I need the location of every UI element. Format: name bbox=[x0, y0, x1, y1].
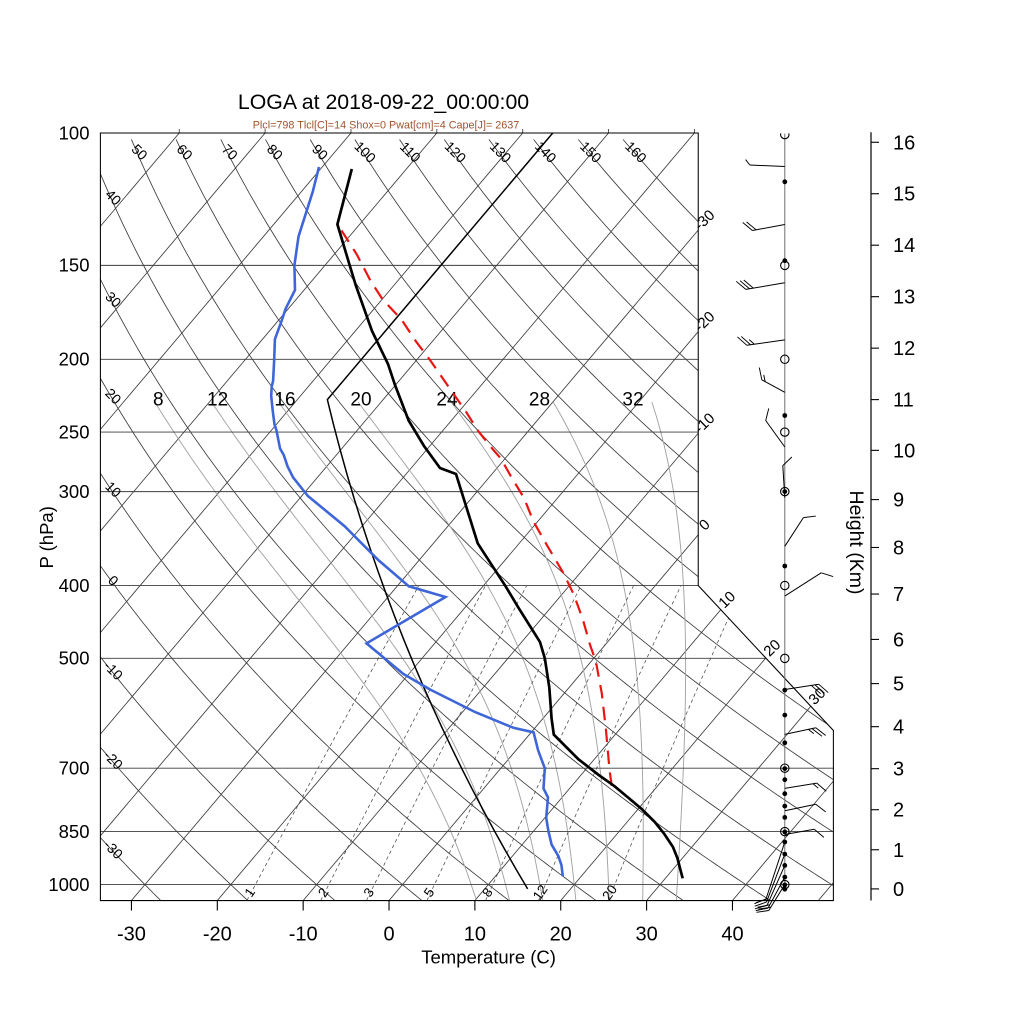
svg-text:LOGA at 2018-09-22_00:00:00: LOGA at 2018-09-22_00:00:00 bbox=[238, 90, 529, 114]
svg-text:24: 24 bbox=[436, 390, 458, 411]
svg-text:11: 11 bbox=[893, 390, 914, 412]
svg-text:700: 700 bbox=[59, 758, 90, 779]
svg-text:3: 3 bbox=[893, 759, 904, 781]
svg-text:12: 12 bbox=[207, 390, 228, 411]
svg-text:2: 2 bbox=[893, 800, 904, 822]
svg-text:250: 250 bbox=[59, 421, 90, 442]
svg-text:12: 12 bbox=[893, 338, 915, 360]
svg-text:500: 500 bbox=[59, 648, 90, 669]
svg-text:100: 100 bbox=[59, 122, 90, 143]
svg-text:32: 32 bbox=[622, 390, 643, 411]
svg-text:20: 20 bbox=[550, 924, 572, 946]
svg-text:0: 0 bbox=[893, 879, 904, 901]
svg-text:850: 850 bbox=[59, 821, 90, 842]
svg-text:150: 150 bbox=[59, 255, 90, 276]
svg-text:8: 8 bbox=[893, 538, 904, 560]
svg-text:5: 5 bbox=[893, 674, 904, 696]
svg-text:Plcl=798 Tlcl[C]=14 Shox=0 Pwa: Plcl=798 Tlcl[C]=14 Shox=0 Pwat[cm]=4 Ca… bbox=[253, 120, 520, 132]
svg-text:8: 8 bbox=[153, 390, 164, 411]
svg-text:-10: -10 bbox=[289, 924, 318, 946]
svg-text:28: 28 bbox=[529, 390, 550, 411]
svg-text:Temperature (C): Temperature (C) bbox=[421, 947, 556, 968]
svg-text:Height (Km): Height (Km) bbox=[845, 490, 867, 594]
svg-text:P (hPa): P (hPa) bbox=[36, 506, 57, 568]
svg-text:400: 400 bbox=[59, 575, 90, 596]
svg-text:14: 14 bbox=[893, 235, 915, 257]
svg-text:4: 4 bbox=[893, 717, 904, 739]
svg-text:15: 15 bbox=[893, 184, 915, 206]
svg-text:10: 10 bbox=[893, 440, 915, 462]
svg-text:6: 6 bbox=[893, 629, 904, 651]
svg-text:0: 0 bbox=[383, 924, 394, 946]
svg-text:200: 200 bbox=[59, 349, 90, 370]
svg-text:20: 20 bbox=[599, 882, 620, 903]
svg-text:9: 9 bbox=[893, 490, 904, 512]
svg-text:-30: -30 bbox=[117, 924, 146, 946]
svg-text:300: 300 bbox=[59, 481, 90, 502]
svg-text:13: 13 bbox=[893, 287, 915, 309]
svg-text:-20: -20 bbox=[203, 924, 232, 946]
svg-text:20: 20 bbox=[350, 390, 371, 411]
svg-text:16: 16 bbox=[893, 132, 915, 154]
svg-text:7: 7 bbox=[893, 584, 904, 606]
svg-text:30: 30 bbox=[635, 924, 657, 946]
svg-text:12: 12 bbox=[530, 882, 551, 903]
svg-text:40: 40 bbox=[721, 924, 743, 946]
svg-text:1000: 1000 bbox=[48, 874, 89, 895]
svg-text:10: 10 bbox=[464, 924, 486, 946]
svg-text:1: 1 bbox=[893, 840, 904, 862]
svg-text:16: 16 bbox=[274, 390, 295, 411]
